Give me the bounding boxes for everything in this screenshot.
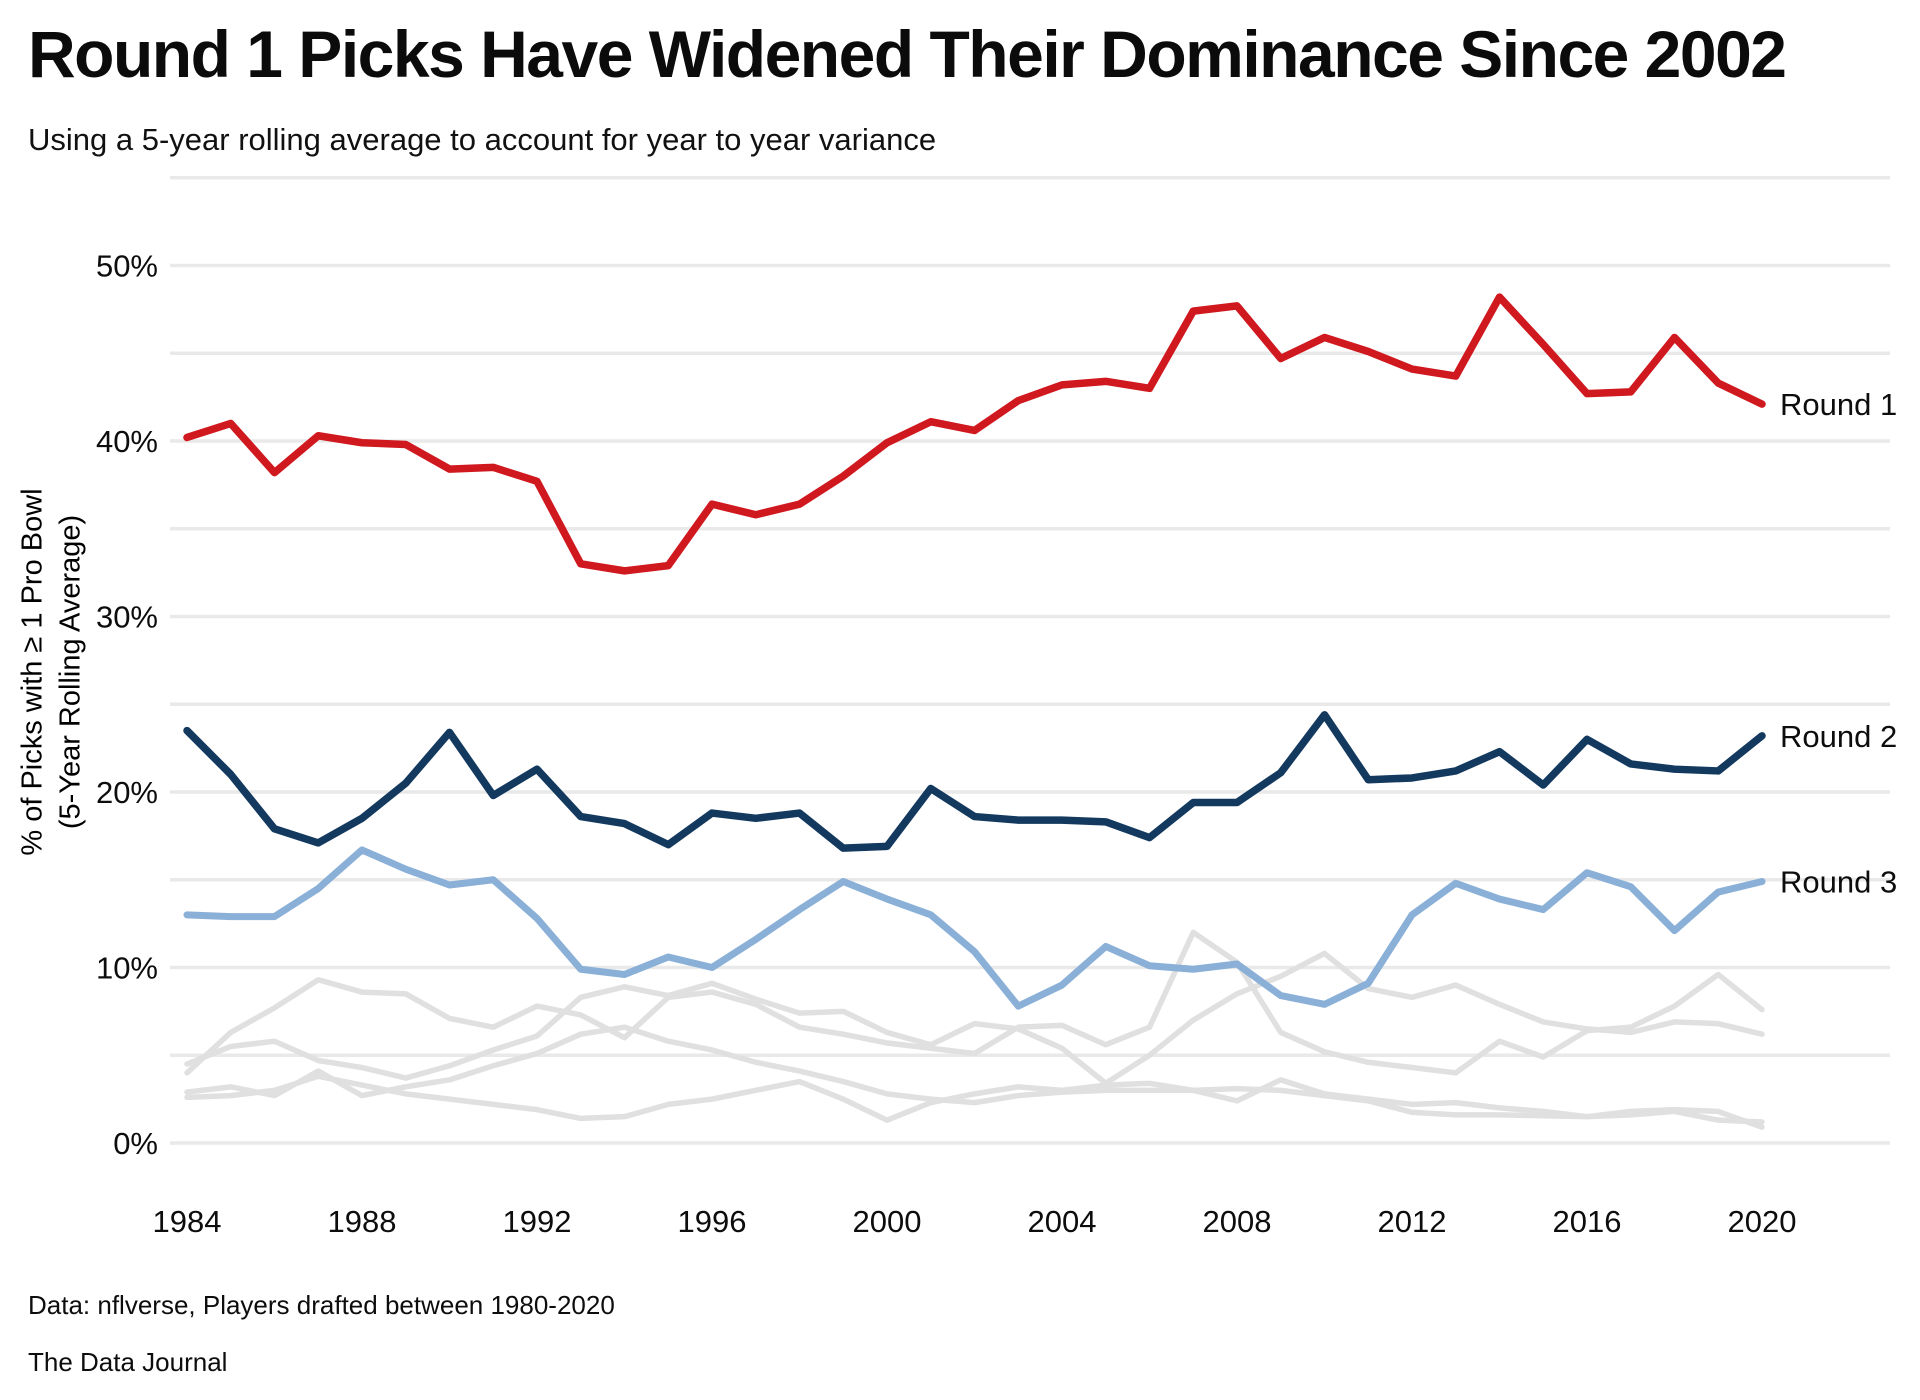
x-tick-label-2020: 2020 [1728,1204,1797,1239]
series-line-unlabeled-gray-1 [184,929,1765,1076]
x-tick-label-1992: 1992 [503,1204,572,1239]
series-line-round-1 [183,293,1766,575]
x-tick-label-2012: 2012 [1378,1204,1447,1239]
y-tick-label-40: 40% [96,424,158,459]
series-label-round-3: Round 3 [1780,865,1897,900]
page-title: Round 1 Picks Have Widened Their Dominan… [28,17,1787,91]
y-tick-label-50: 50% [96,249,158,284]
series-line-round-2 [183,711,1766,852]
series-line-unlabeled-gray-4 [184,1073,1765,1125]
series-label-round-2: Round 2 [1780,719,1897,754]
x-tick-label-2000: 2000 [853,1204,922,1239]
footer-brand: The Data Journal [28,1347,228,1377]
y-tick-label-20: 20% [96,775,158,810]
x-tick-label-1988: 1988 [328,1204,397,1239]
series-line-round-3 [183,846,1766,1010]
series-label-round-1: Round 1 [1780,387,1897,422]
y-tick-label-30: 30% [96,600,158,635]
series-line-unlabeled-gray-3 [184,1024,1765,1130]
x-tick-label-2008: 2008 [1203,1204,1272,1239]
y-tick-label-10: 10% [96,951,158,986]
x-tick-label-2004: 2004 [1028,1204,1097,1239]
x-tick-label-1984: 1984 [153,1204,222,1239]
x-tick-label-1996: 1996 [678,1204,747,1239]
footer-source: Data: nflverse, Players drafted between … [28,1290,615,1320]
x-tick-label-2016: 2016 [1553,1204,1622,1239]
page-subtitle: Using a 5-year rolling average to accoun… [28,122,937,157]
y-tick-label-0: 0% [113,1126,158,1161]
series-line-unlabeled-gray-2 [184,950,1765,1087]
